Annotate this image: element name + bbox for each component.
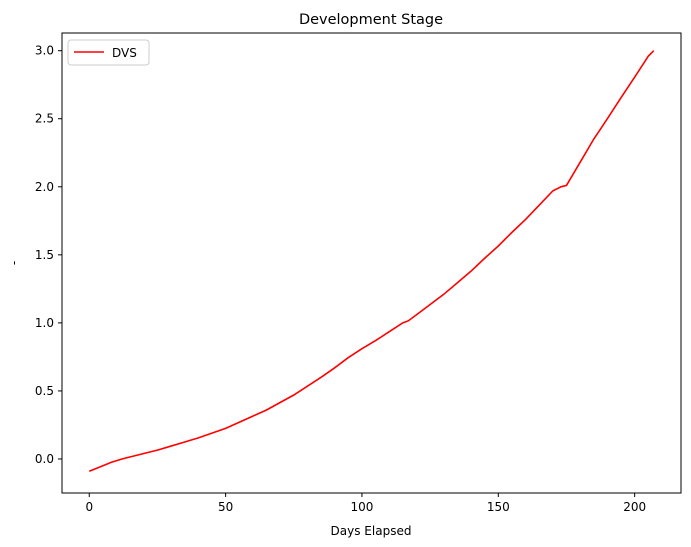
plot-area-frame — [61, 32, 682, 494]
chart-title: Development Stage — [299, 12, 443, 28]
y-axis-ticks: 0.0 0.5 1.0 1.5 2.0 2.5 3.0 — [35, 44, 62, 466]
series-line-dvs — [88, 50, 655, 472]
x-axis-label: Days Elapsed — [331, 524, 412, 538]
legend-box — [67, 39, 150, 66]
legend-label-dvs: DVS — [112, 46, 137, 60]
legend: DVS — [67, 39, 150, 66]
x-axis-ticks: 0 50 100 150 200 — [85, 493, 646, 514]
y-tick-label: 2.5 — [35, 112, 54, 126]
x-tick-label: 50 — [218, 500, 233, 514]
y-tick-label: 2.0 — [35, 180, 54, 194]
y-tick-label: 0.0 — [35, 452, 54, 466]
x-tick-label: 150 — [487, 500, 510, 514]
x-tick-label: 0 — [85, 500, 93, 514]
y-tick-label: 3.0 — [35, 44, 54, 58]
y-axis-label: - — [7, 261, 21, 265]
y-tick-label: 0.5 — [35, 384, 54, 398]
y-tick-label: 1.0 — [35, 316, 54, 330]
x-tick-label: 200 — [623, 500, 646, 514]
x-tick-label: 100 — [351, 500, 374, 514]
y-tick-label: 1.5 — [35, 248, 54, 262]
